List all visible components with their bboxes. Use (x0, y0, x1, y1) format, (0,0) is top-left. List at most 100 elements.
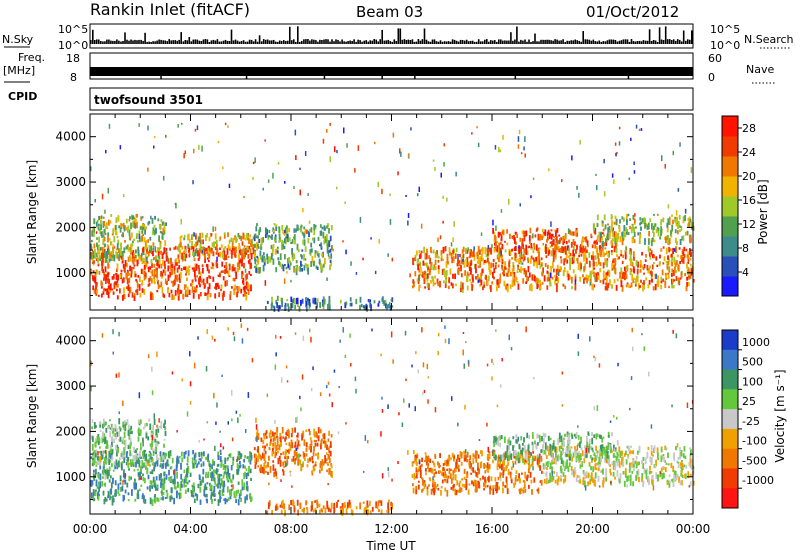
range-gate-cell (649, 256, 652, 260)
range-gate-cell (533, 477, 536, 483)
range-gate-cell (677, 464, 680, 468)
range-gate-cell (624, 266, 626, 272)
range-gate-cell (690, 237, 692, 243)
range-gate-cell (135, 460, 138, 463)
nsky-bar (602, 41, 605, 44)
nsky-tick-bottom: 10^0 (58, 39, 88, 52)
range-gate-cell (618, 225, 621, 233)
range-gate-cell (537, 487, 540, 494)
range-gate-cell (432, 462, 435, 465)
range-gate-cell (108, 458, 111, 465)
range-gate-cell (467, 263, 470, 266)
range-gate-cell (572, 231, 575, 236)
range-gate-cell (248, 238, 250, 244)
range-gate-cell (149, 247, 151, 254)
nsky-bar (291, 40, 293, 44)
range-gate-cell (211, 471, 213, 476)
range-gate-cell (121, 234, 123, 237)
range-gate-cell (638, 283, 640, 290)
range-gate-cell (109, 419, 111, 422)
sparse-echo (409, 273, 411, 278)
range-gate-cell (487, 457, 490, 461)
range-gate-cell (199, 271, 202, 276)
range-gate-cell (250, 284, 252, 292)
range-gate-cell (112, 248, 114, 256)
nsky-bar (397, 28, 400, 44)
range-gate-cell (321, 253, 323, 257)
range-gate-cell (176, 262, 178, 266)
nsky-bar (252, 41, 255, 44)
range-gate-cell (638, 237, 641, 245)
sparse-echo (138, 123, 140, 127)
range-gate-cell (433, 472, 436, 478)
range-gate-cell (137, 275, 140, 278)
nsky-bar (321, 40, 323, 44)
range-gate-cell (104, 469, 107, 475)
range-gate-cell (271, 234, 273, 240)
range-gate-cell (246, 233, 248, 239)
range-gate-cell (267, 471, 269, 475)
nsky-bar (469, 40, 472, 44)
nsky-bar (192, 39, 195, 44)
range-gate-cell (255, 267, 257, 273)
range-gate-cell (604, 258, 607, 266)
range-gate-cell (175, 258, 178, 263)
range-gate-cell (103, 288, 105, 292)
range-gate-cell (150, 459, 153, 463)
sparse-echo (492, 219, 494, 226)
range-gate-cell (210, 484, 213, 489)
range-gate-cell (137, 436, 140, 442)
nsky-bar (138, 39, 140, 44)
range-gate-cell (528, 450, 531, 456)
range-gate-cell (492, 488, 495, 495)
range-gate-cell (612, 266, 615, 270)
range-gate-cell (312, 262, 315, 266)
sparse-echo (420, 267, 422, 273)
range-gate-cell (178, 456, 181, 459)
range-gate-cell (127, 284, 130, 291)
range-gate-cell (245, 468, 248, 471)
range-gate-cell (199, 232, 201, 239)
nsky-bar (383, 40, 386, 44)
range-gate-cell (322, 301, 325, 307)
range-gate-cell (288, 448, 290, 455)
range-gate-cell (580, 244, 582, 251)
range-gate-cell (425, 472, 427, 476)
range-gate-cell (198, 252, 201, 260)
range-gate-cell (311, 470, 313, 473)
range-gate-cell (522, 490, 525, 494)
range-gate-cell (590, 235, 593, 239)
range-gate-cell (516, 270, 519, 273)
range-gate-cell (448, 247, 451, 252)
range-gate-cell (138, 474, 141, 481)
nsky-bar (660, 39, 663, 44)
range-gate-cell (436, 483, 439, 487)
range-gate-cell (446, 468, 449, 471)
range-gate-cell (326, 458, 328, 461)
range-gate-cell (576, 244, 578, 250)
range-gate-cell (488, 261, 490, 265)
range-gate-cell (584, 445, 586, 449)
y-tick-label: 1000 (55, 266, 86, 280)
nsky-bar (110, 40, 112, 44)
range-gate-cell (505, 285, 507, 290)
range-gate-cell (613, 279, 616, 284)
range-gate-cell (477, 467, 479, 471)
nsky-bar (401, 39, 404, 44)
range-gate-cell (201, 264, 204, 268)
range-gate-cell (488, 452, 491, 459)
range-gate-cell (243, 245, 246, 248)
range-gate-cell (532, 257, 535, 260)
sparse-echo (400, 151, 402, 157)
range-gate-cell (668, 480, 671, 483)
range-gate-cell (288, 257, 290, 263)
range-gate-cell (199, 476, 201, 481)
range-gate-cell (530, 463, 533, 467)
nsky-bar (106, 39, 108, 44)
range-gate-cell (319, 224, 322, 228)
range-gate-cell (476, 450, 478, 456)
range-gate-cell (476, 252, 479, 257)
range-gate-cell (330, 464, 333, 469)
range-gate-cell (485, 465, 487, 468)
range-gate-cell (265, 436, 268, 439)
